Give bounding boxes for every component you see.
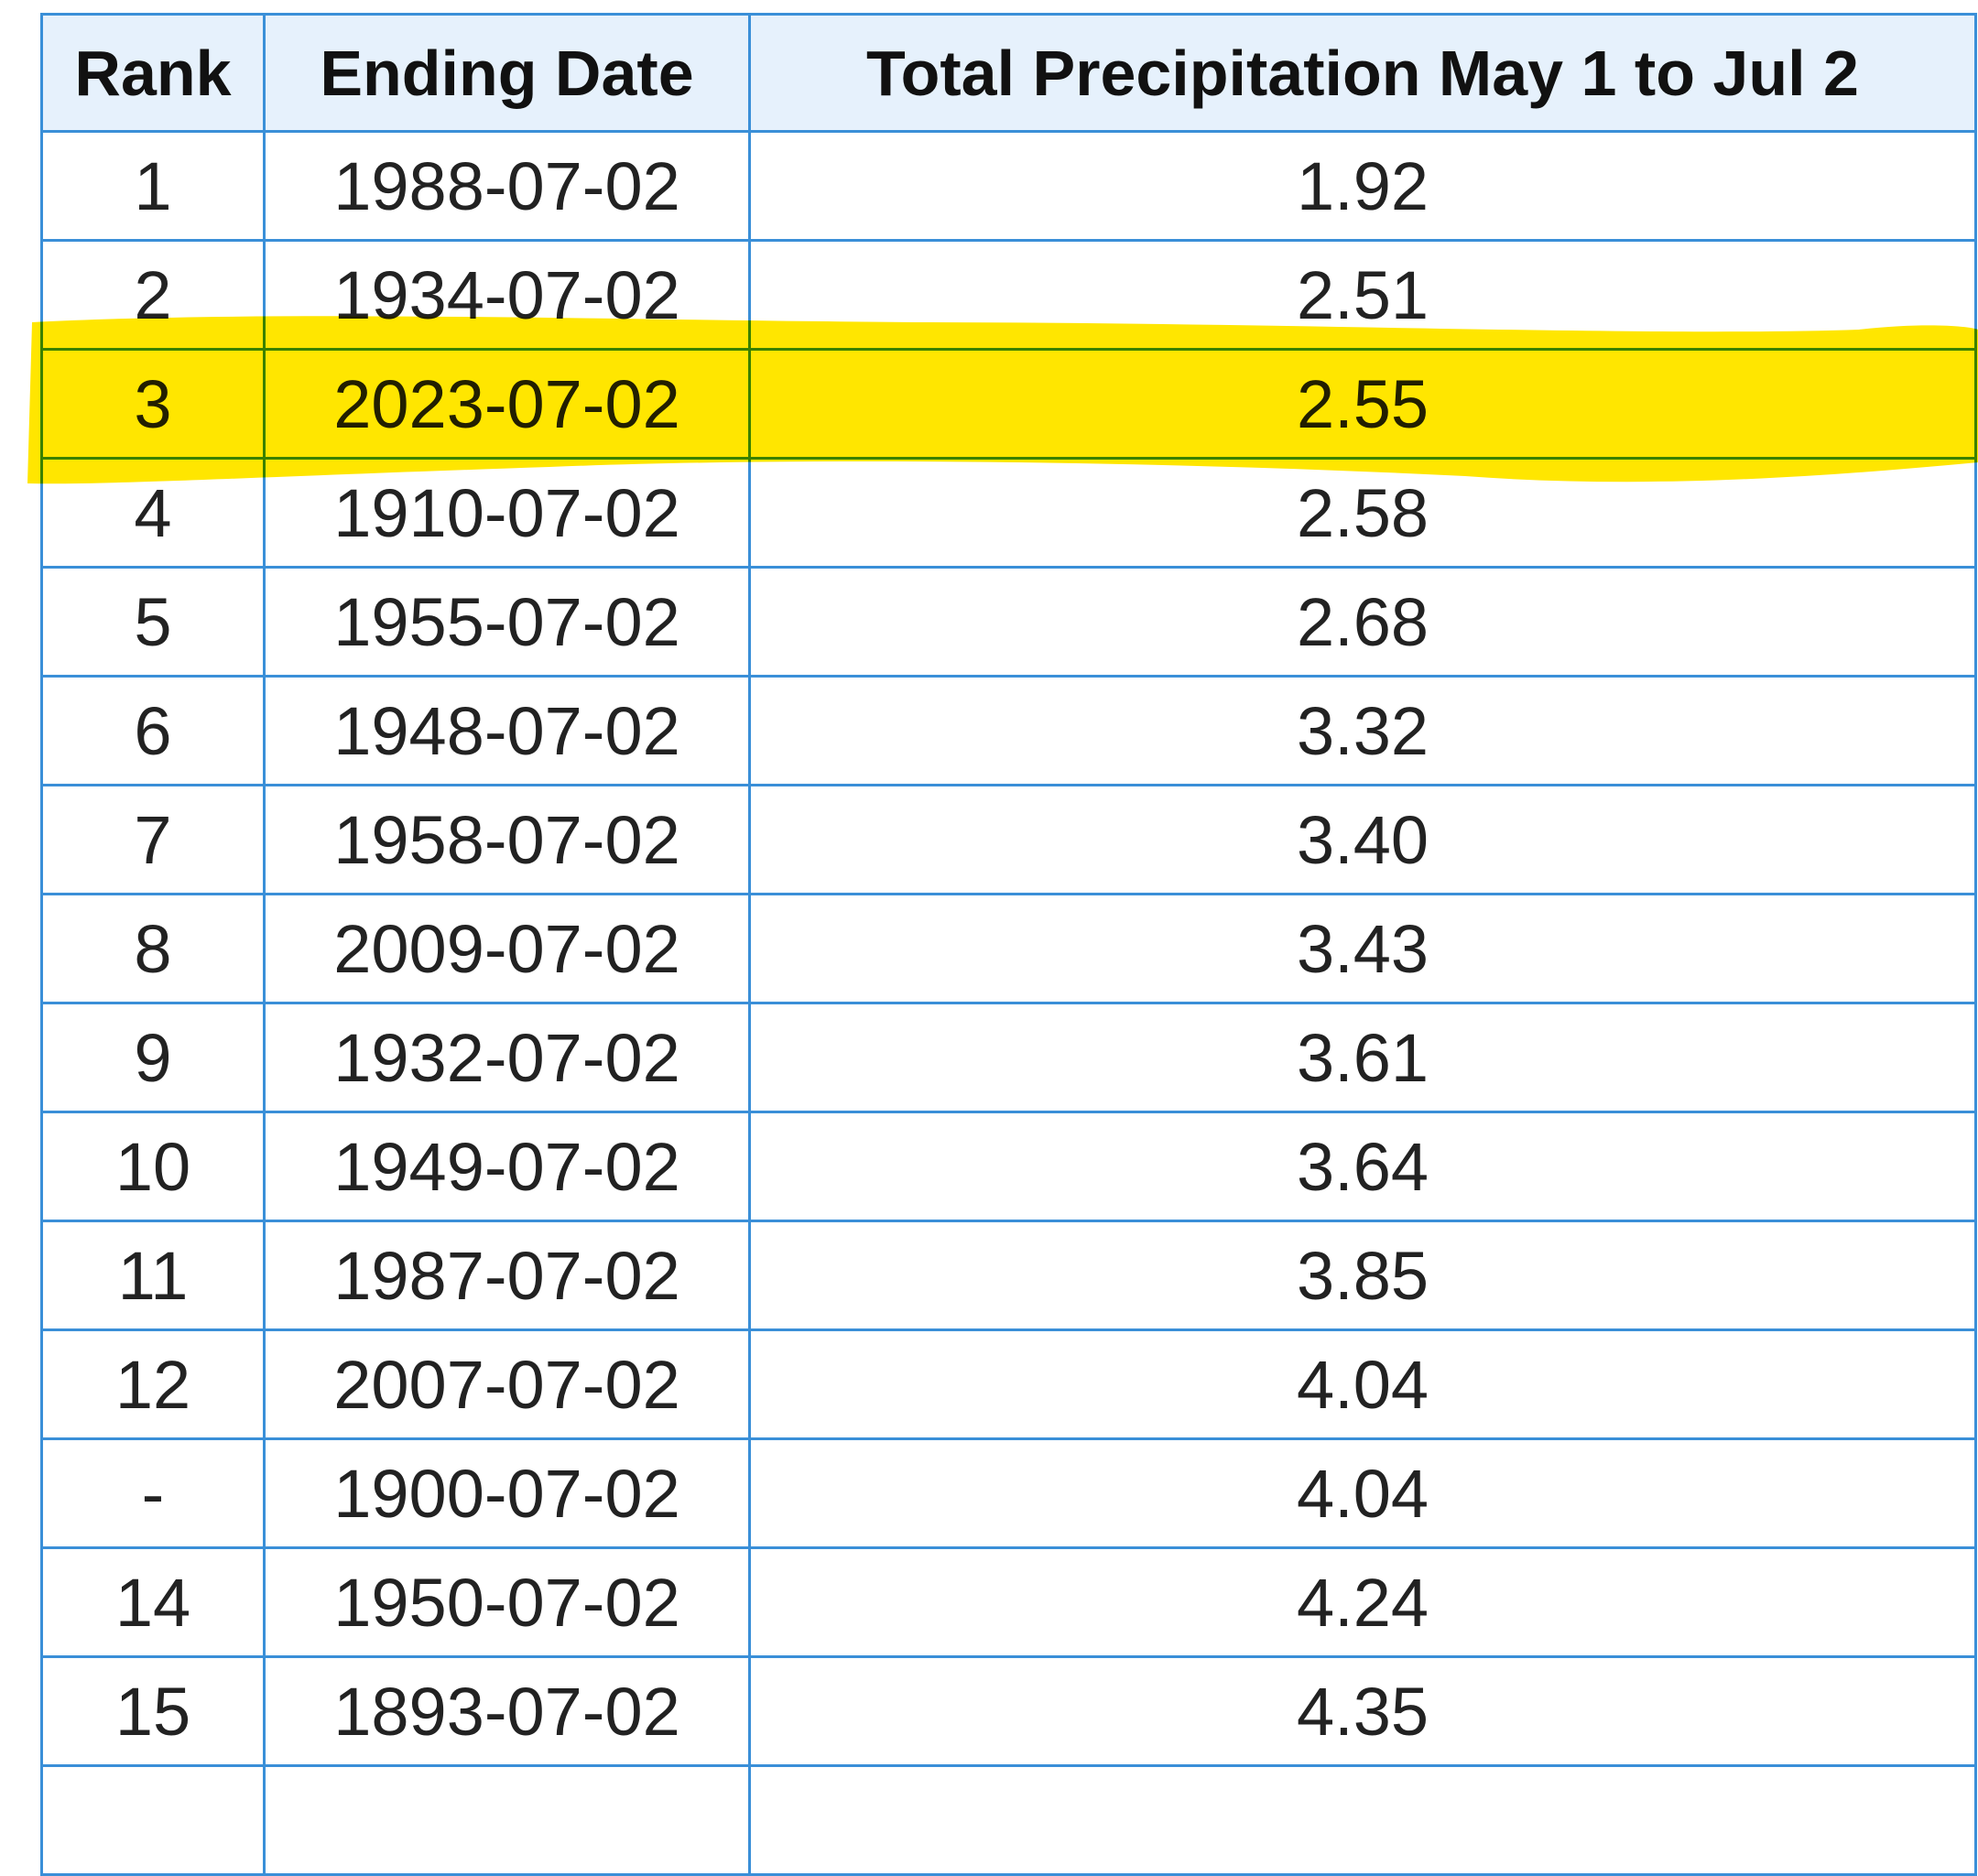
- table-row: 6 1948-07-02 3.32: [40, 675, 1977, 786]
- precip-cell: 1.92: [748, 130, 1977, 242]
- precip-cell: 3.61: [748, 1002, 1977, 1113]
- rank-cell: 2: [40, 239, 266, 351]
- header-row: Rank Ending Date Total Precipitation May…: [40, 13, 1977, 133]
- date-cell: 1948-07-02: [263, 675, 751, 786]
- precip-cell: 2.68: [748, 566, 1977, 678]
- rank-cell: 8: [40, 893, 266, 1004]
- table-row: 11 1987-07-02 3.85: [40, 1220, 1977, 1331]
- date-cell: 1958-07-02: [263, 784, 751, 895]
- precip-cell: 3.32: [748, 675, 1977, 786]
- table-row: 1 1988-07-02 1.92: [40, 130, 1977, 242]
- rank-cell: 10: [40, 1111, 266, 1222]
- rank-cell: 6: [40, 675, 266, 786]
- table-row: 10 1949-07-02 3.64: [40, 1111, 1977, 1222]
- rank-cell: 11: [40, 1220, 266, 1331]
- precip-cell: 4.35: [748, 1655, 1977, 1767]
- date-cell: 1900-07-02: [263, 1437, 751, 1549]
- data-table: Rank Ending Date Total Precipitation May…: [40, 13, 1977, 1876]
- date-cell: 1988-07-02: [263, 130, 751, 242]
- column-header: Rank: [40, 13, 266, 133]
- precip-cell: 2.55: [748, 348, 1977, 460]
- date-cell: 1987-07-02: [263, 1220, 751, 1331]
- date-cell: 2007-07-02: [263, 1328, 751, 1440]
- rank-cell: 7: [40, 784, 266, 895]
- empty-cell: [263, 1764, 751, 1876]
- rank-cell: 4: [40, 457, 266, 569]
- precip-cell: 3.64: [748, 1111, 1977, 1222]
- table-body: 1 1988-07-02 1.92 2 1934-07-02 2.51 3 2023-07-0…: [40, 130, 1977, 1876]
- empty-cell: [40, 1764, 266, 1876]
- table-row: 5 1955-07-02 2.68: [40, 566, 1977, 678]
- rank-cell: -: [40, 1437, 266, 1549]
- table-row: 14 1950-07-02 4.24: [40, 1546, 1977, 1658]
- precip-cell: 2.51: [748, 239, 1977, 351]
- precip-cell: 4.24: [748, 1546, 1977, 1658]
- precip-cell: 3.85: [748, 1220, 1977, 1331]
- date-cell: 1955-07-02: [263, 566, 751, 678]
- rank-cell: 12: [40, 1328, 266, 1440]
- rank-cell: 15: [40, 1655, 266, 1767]
- table-row: 12 2007-07-02 4.04: [40, 1328, 1977, 1440]
- page: Rank Ending Date Total Precipitation May…: [27, 13, 1978, 1876]
- rank-cell: 3: [40, 348, 266, 460]
- rank-cell: 1: [40, 130, 266, 242]
- precip-cell: 4.04: [748, 1328, 1977, 1440]
- date-cell: 1934-07-02: [263, 239, 751, 351]
- date-cell: 1932-07-02: [263, 1002, 751, 1113]
- date-cell: 2023-07-02: [263, 348, 751, 460]
- empty-cell: [748, 1764, 1977, 1876]
- date-cell: 2009-07-02: [263, 893, 751, 1004]
- table-row: 2 1934-07-02 2.51: [40, 239, 1977, 351]
- date-cell: 1893-07-02: [263, 1655, 751, 1767]
- precip-cell: 3.43: [748, 893, 1977, 1004]
- table-row: 15 1893-07-02 4.35: [40, 1655, 1977, 1767]
- table-row: 4 1910-07-02 2.58: [40, 457, 1977, 569]
- table-row: 8 2009-07-02 3.43: [40, 893, 1977, 1004]
- table-row: 7 1958-07-02 3.40: [40, 784, 1977, 895]
- precip-cell: 4.04: [748, 1437, 1977, 1549]
- date-cell: 1910-07-02: [263, 457, 751, 569]
- table-row: [40, 1764, 1977, 1876]
- column-header: Ending Date: [263, 13, 751, 133]
- table-row: 9 1932-07-02 3.61: [40, 1002, 1977, 1113]
- rank-cell: 9: [40, 1002, 266, 1113]
- precip-cell: 3.40: [748, 784, 1977, 895]
- rank-cell: 5: [40, 566, 266, 678]
- column-header: Total Precipitation May 1 to Jul 2: [748, 13, 1977, 133]
- table-row: 3 2023-07-02 2.55: [40, 348, 1977, 460]
- rank-cell: 14: [40, 1546, 266, 1658]
- table-row: -1900-07-02 4.04: [40, 1437, 1977, 1549]
- date-cell: 1949-07-02: [263, 1111, 751, 1222]
- date-cell: 1950-07-02: [263, 1546, 751, 1658]
- precip-cell: 2.58: [748, 457, 1977, 569]
